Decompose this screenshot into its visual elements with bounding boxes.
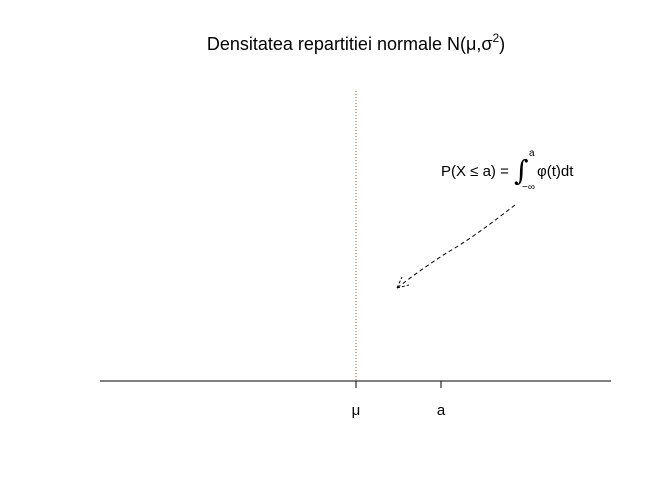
annotation-prefix: P(X ≤ a) =	[441, 163, 509, 180]
annotation-arrow	[396, 204, 516, 289]
chart-title-close: )	[499, 34, 505, 54]
chart-title: Densitatea repartitiei normale N(μ,σ2)	[207, 31, 505, 54]
integrand-text: φ(t)dt	[537, 163, 574, 180]
integral-sign: ∫	[514, 154, 529, 187]
annotation-arrow-head	[396, 276, 410, 289]
integral-upper-limit: a	[529, 148, 535, 159]
x-tick-label-1: a	[437, 402, 446, 419]
x-tick-label-0: μ	[352, 402, 361, 419]
chart-title-superscript: 2	[492, 31, 499, 45]
integral-lower-limit: −∞	[522, 182, 535, 193]
chart-title-main: Densitatea repartitiei normale N(μ,σ	[207, 34, 493, 54]
probability-annotation: P(X ≤ a) = ∫ a −∞ φ(t)dt	[441, 148, 574, 193]
